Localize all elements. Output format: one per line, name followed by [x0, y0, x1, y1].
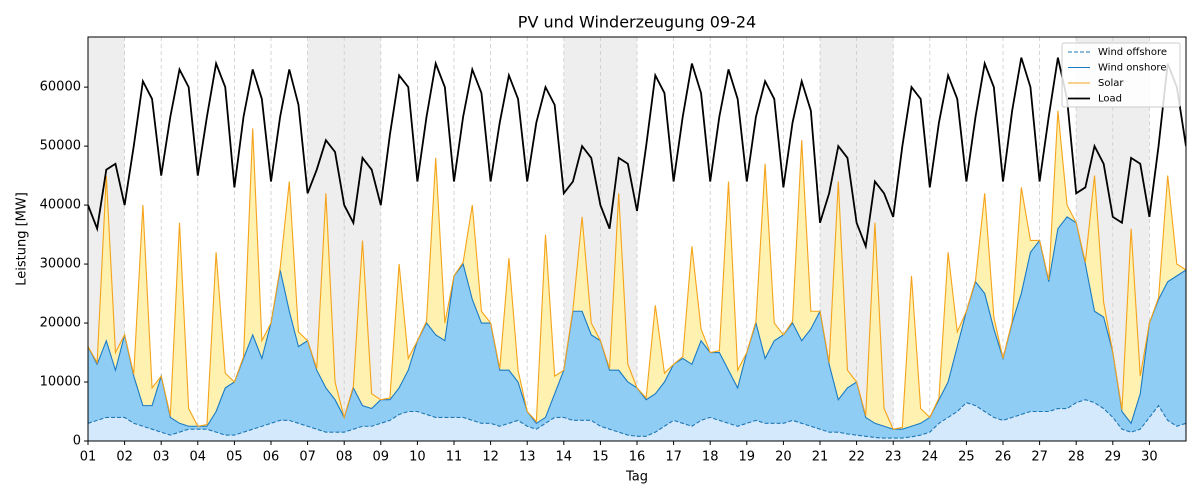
x-tick-label: 01 [80, 450, 97, 465]
x-tick-label: 08 [336, 450, 353, 465]
x-tick-label: 27 [1031, 450, 1048, 465]
y-tick-label: 20000 [40, 316, 81, 331]
x-tick-label: 23 [885, 450, 902, 465]
x-axis-label: Tag [625, 470, 648, 485]
x-tick-label: 28 [1068, 450, 1085, 465]
y-tick-label: 50000 [40, 139, 81, 154]
series-line [88, 399, 1186, 439]
x-tick-label: 26 [995, 450, 1012, 465]
x-tick-label: 22 [848, 450, 865, 465]
y-tick-label: 0 [73, 434, 81, 449]
x-tick-label: 09 [373, 450, 390, 465]
x-tick-label: 03 [153, 450, 170, 465]
series-line [88, 57, 1186, 250]
x-tick-label: 14 [556, 450, 573, 465]
x-tick-label: 20 [775, 450, 792, 465]
area-fill [88, 399, 1186, 441]
y-tick-label: 30000 [40, 257, 81, 272]
x-tick-label: 15 [592, 450, 609, 465]
x-tick-label: 10 [409, 450, 426, 465]
y-axis-label: Leistung [MW] [15, 192, 30, 286]
x-tick-label: 04 [190, 450, 207, 465]
x-tick-label: 19 [739, 450, 756, 465]
y-tick-label: 40000 [40, 198, 81, 213]
series-line [88, 110, 1186, 430]
legend-label: Wind offshore [1098, 47, 1167, 58]
plot [88, 57, 1186, 441]
legend-box [1061, 42, 1181, 108]
x-tick-label: 17 [665, 450, 682, 465]
legend: Wind offshore Wind onshore Solar Load [1061, 42, 1181, 108]
x-tick-label: 24 [922, 450, 939, 465]
area-fill [88, 216, 1186, 439]
x-tick-label: 06 [263, 450, 280, 465]
x-tick-label: 02 [116, 450, 133, 465]
y-tick-label: 60000 [40, 80, 81, 95]
legend-label: Load [1098, 94, 1122, 105]
y-tick-label: 10000 [40, 375, 81, 390]
legend-label: Wind onshore [1098, 63, 1166, 74]
x-tick-label: 21 [812, 450, 829, 465]
x-tick-label: 30 [1141, 450, 1158, 465]
legend-label: Solar [1098, 78, 1124, 89]
x-tick-label: 16 [629, 450, 646, 465]
x-tick-label: 18 [702, 450, 719, 465]
x-tick-label: 29 [1105, 450, 1122, 465]
x-tick-label: 12 [482, 450, 499, 465]
x-tick-label: 11 [446, 450, 463, 465]
x-tick-label: 05 [226, 450, 243, 465]
x-tick-label: 13 [519, 450, 536, 465]
plot-frame [87, 36, 1187, 442]
chart-title: PV und Winderzeugung 09-24 [518, 13, 756, 32]
area-fill [88, 110, 1186, 430]
x-tick-label: 07 [299, 450, 316, 465]
x-tick-label: 25 [958, 450, 975, 465]
